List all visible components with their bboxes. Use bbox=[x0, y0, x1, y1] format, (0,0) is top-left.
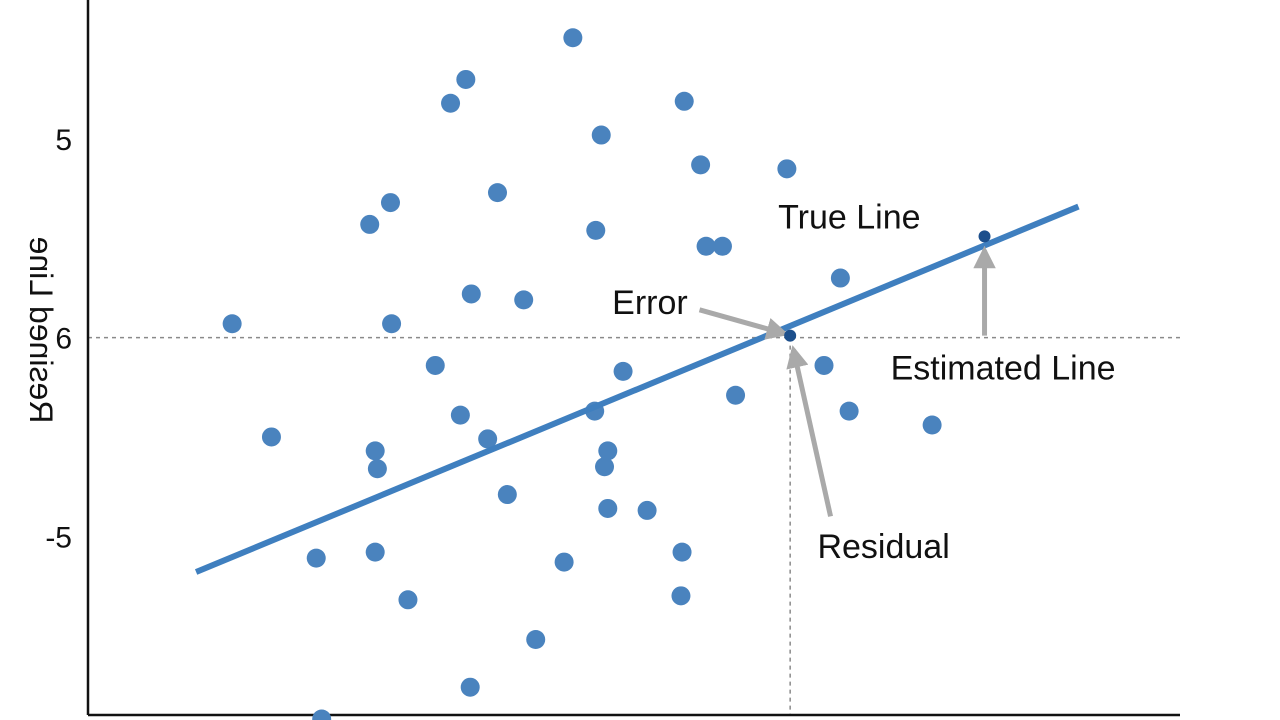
fitted-line-group bbox=[194, 203, 1080, 575]
annotation-label: Residual bbox=[817, 528, 949, 566]
data-point bbox=[691, 155, 711, 175]
data-point bbox=[674, 91, 694, 111]
fitted-line bbox=[194, 203, 1080, 575]
annotations: True Line Error Estimated Line Residual bbox=[612, 198, 1115, 566]
data-points bbox=[222, 28, 942, 720]
y-tick-label: -5 bbox=[45, 521, 72, 554]
data-point bbox=[613, 361, 633, 381]
data-point bbox=[777, 159, 797, 179]
data-point bbox=[312, 709, 332, 720]
data-point bbox=[456, 69, 476, 89]
data-point bbox=[222, 314, 242, 334]
y-tick-label: 6 bbox=[55, 323, 72, 356]
highlight-points bbox=[784, 230, 991, 342]
data-point bbox=[563, 28, 583, 48]
data-point bbox=[382, 314, 402, 334]
data-point bbox=[380, 193, 400, 213]
data-point bbox=[367, 459, 387, 479]
data-point bbox=[365, 441, 385, 461]
annotation-label: Estimated Line bbox=[891, 349, 1116, 387]
axes bbox=[86, 0, 1180, 717]
data-point bbox=[306, 548, 326, 568]
data-point bbox=[365, 542, 385, 562]
annotation-label: Error bbox=[612, 284, 688, 322]
data-point bbox=[814, 355, 834, 375]
data-point bbox=[478, 429, 498, 449]
data-point bbox=[671, 586, 691, 606]
reference-lines bbox=[88, 336, 1180, 715]
y-tick-labels: 5 6 -5 bbox=[45, 124, 72, 554]
data-point bbox=[526, 630, 546, 650]
data-point bbox=[554, 552, 574, 572]
data-point bbox=[922, 415, 942, 435]
highlight-point bbox=[978, 230, 991, 243]
y-tick-label: 5 bbox=[55, 124, 72, 157]
data-point bbox=[460, 677, 480, 697]
data-point bbox=[712, 236, 732, 256]
highlight-point bbox=[784, 329, 797, 342]
data-point bbox=[696, 236, 716, 256]
annotation-arrow bbox=[786, 345, 834, 517]
arrows bbox=[698, 245, 996, 517]
data-point bbox=[595, 457, 615, 477]
y-axis-label: Resined Line bbox=[23, 237, 59, 424]
data-point bbox=[450, 405, 470, 425]
data-point bbox=[598, 498, 618, 518]
data-point bbox=[586, 220, 606, 240]
annotation-arrow bbox=[698, 307, 790, 340]
data-point bbox=[360, 214, 380, 234]
data-point bbox=[598, 441, 618, 461]
data-point bbox=[441, 93, 461, 113]
data-point bbox=[672, 542, 692, 562]
data-point bbox=[398, 590, 418, 610]
data-point bbox=[637, 500, 657, 520]
data-point bbox=[726, 385, 746, 405]
data-point bbox=[591, 125, 611, 145]
annotation-label: True Line bbox=[778, 198, 920, 236]
data-point bbox=[514, 290, 534, 310]
data-point bbox=[839, 401, 859, 421]
data-point bbox=[830, 268, 850, 288]
data-point bbox=[425, 355, 445, 375]
data-point bbox=[497, 485, 517, 505]
data-point bbox=[488, 183, 507, 203]
data-point bbox=[261, 427, 281, 447]
data-point bbox=[461, 284, 481, 304]
